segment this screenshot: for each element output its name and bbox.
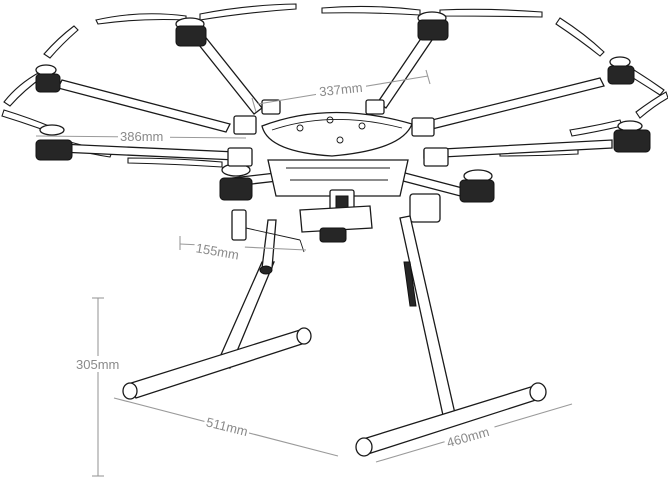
dim-skid-width: 511mm: [205, 414, 250, 439]
centre-frame: [228, 100, 448, 242]
dim-skid-length: 460mm: [445, 424, 491, 450]
dim-top-arm-spacing: 337mm: [318, 80, 363, 99]
dim-arm-length: 386mm: [120, 129, 163, 144]
dim-height: 305mm: [76, 357, 119, 372]
landing-gear: [123, 216, 546, 456]
